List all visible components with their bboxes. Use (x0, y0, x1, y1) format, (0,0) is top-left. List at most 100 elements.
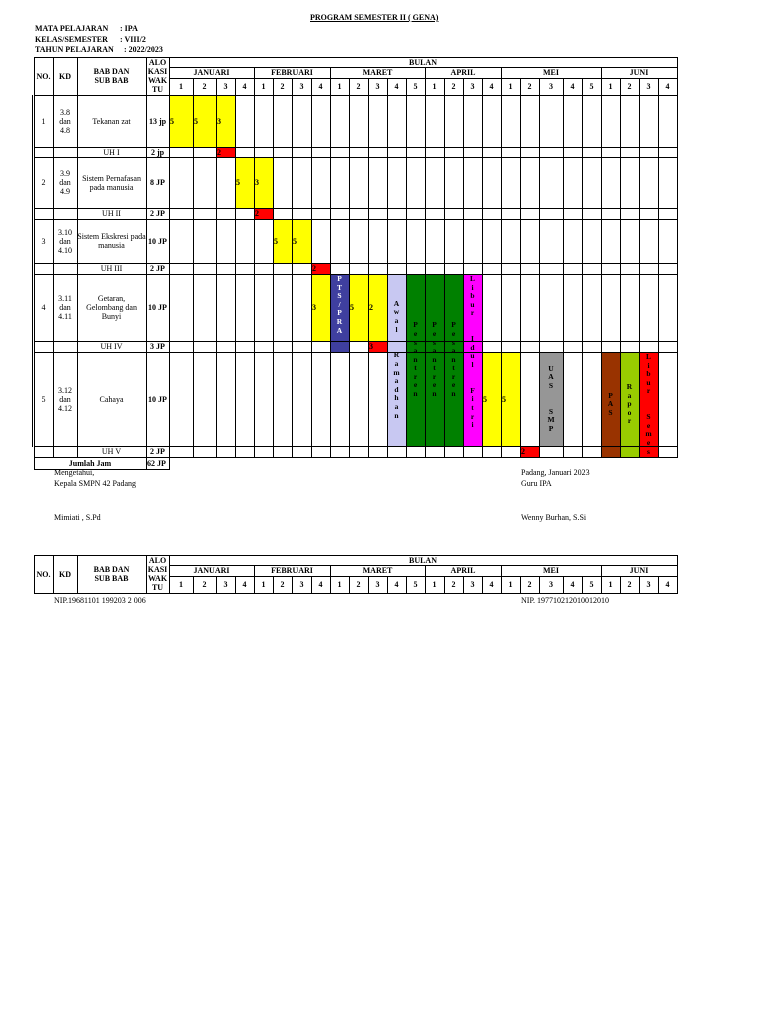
week-number: 4 (665, 82, 670, 91)
grid-line (425, 576, 426, 594)
week-number: 1 (337, 82, 342, 91)
event-block (463, 274, 482, 446)
repeat-month-mei: MEI (543, 566, 559, 575)
grid-line (254, 78, 255, 458)
grid-line (34, 57, 35, 458)
grid-line (169, 576, 678, 577)
repeat-week-number: 5 (589, 580, 594, 589)
grid-line (34, 555, 678, 556)
grid-line (34, 341, 678, 342)
repeat-week-number: 4 (318, 580, 323, 589)
schedule-fill-cell (501, 352, 520, 446)
event-block (620, 352, 639, 457)
grid-line (146, 555, 147, 594)
grid-line (406, 576, 407, 594)
week-number: 4 (318, 82, 323, 91)
event-block (639, 352, 658, 457)
grid-line (501, 78, 502, 458)
repeat-week-number: 2 (527, 580, 532, 589)
repeat-week-number: 2 (451, 580, 456, 589)
week-number: 2 (627, 82, 632, 91)
schedule-fill-value: 3 (369, 342, 373, 351)
grid-line (169, 67, 678, 68)
grid-line (34, 263, 678, 264)
schedule-fill-value: 5 (194, 116, 198, 126)
repeat-week-number: 3 (299, 580, 304, 589)
row-bab: UH IV (100, 342, 123, 351)
month-januari: JANUARI (193, 68, 230, 77)
schedule-fill-cell (273, 219, 292, 263)
grid-line (349, 78, 350, 458)
grid-line (273, 576, 274, 594)
signature-right-name: Wenny Burhan, S.Si (521, 513, 587, 522)
repeat-week-number: 3 (470, 580, 475, 589)
grid-line (193, 576, 194, 594)
event-label: P e s a n t r e n (432, 320, 437, 399)
row-kd (53, 341, 77, 352)
signature-left-nip: NIP.19681101 199203 2 006 (54, 596, 146, 605)
grid-line (34, 469, 170, 470)
month-februari: FEBRUARI (271, 68, 313, 77)
total-label: Jumlah Jam (68, 458, 112, 468)
meta-label-subject: MATA PELAJARAN (35, 24, 109, 33)
week-number: 1 (179, 82, 183, 91)
grid-line (34, 219, 678, 220)
row-kd (53, 147, 77, 157)
repeat-week-number: 2 (280, 580, 285, 589)
grid-line (34, 593, 678, 594)
week-number: 2 (451, 82, 456, 91)
grid-line (169, 565, 678, 566)
signature-right-line1: Padang, Januari 2023 (521, 468, 590, 477)
signature-right-line2: Guru IPA (521, 479, 552, 488)
meta-label-year: TAHUN PELAJARAN (35, 45, 114, 54)
grid-line (482, 78, 483, 458)
repeat-week-number: 3 (223, 580, 228, 589)
grid-line (387, 78, 388, 458)
row-no: 1 (41, 116, 46, 126)
grid-line (425, 78, 426, 458)
row-jp: 10 JP (148, 394, 167, 404)
grid-line (639, 576, 640, 594)
grid-line (311, 576, 312, 594)
repeat-week-number: 3 (375, 580, 380, 589)
repeat-week-number: 4 (665, 580, 670, 589)
signature-left-line2: Kepala SMPN 42 Padang (54, 479, 136, 488)
schedule-fill-value: 2 (369, 303, 373, 312)
week-number: 2 (280, 82, 285, 91)
schedule-fill-value: 5 (483, 394, 487, 404)
grid-line (406, 78, 407, 458)
grid-line (658, 78, 659, 458)
schedule-fill-value: 5 (350, 303, 354, 312)
event-block (425, 274, 444, 446)
event-label: U A S S M P (547, 363, 555, 433)
week-number: 1 (608, 82, 613, 91)
row-bab: Cahaya (99, 394, 124, 404)
week-number: 3 (549, 82, 553, 91)
grid-line (677, 57, 678, 458)
row-jp: 2 JP (150, 209, 165, 218)
schedule-fill-cell (235, 157, 254, 208)
grid-line (482, 576, 483, 594)
grid-line (368, 576, 369, 594)
grid-line (34, 57, 678, 58)
signature-right-nip: NIP. 197710212010012010 (521, 596, 610, 605)
row-no (34, 263, 53, 274)
grid-line (53, 555, 54, 594)
grid-line (501, 576, 502, 594)
schedule-fill-cell (482, 352, 501, 446)
repeat-week-number: 2 (202, 580, 207, 589)
schedule-fill-value: 5 (274, 236, 278, 246)
grid-line (463, 78, 464, 458)
schedule-fill-cell (349, 274, 368, 341)
meta-value-class: : VIII/2 (120, 35, 146, 44)
grid-line (368, 78, 369, 458)
row-jp: 10 JP (148, 303, 167, 312)
signature-left-line1: Mengetahui, (54, 468, 95, 477)
row-jp: 10 JP (148, 236, 167, 246)
grid-line (34, 446, 678, 447)
grid-line (216, 78, 217, 458)
grid-line (34, 274, 678, 275)
header-alokasi: ALO KASI WAK TU (147, 58, 168, 94)
row-jp: 2 JP (150, 447, 165, 456)
row-bab: UH I (103, 147, 120, 157)
